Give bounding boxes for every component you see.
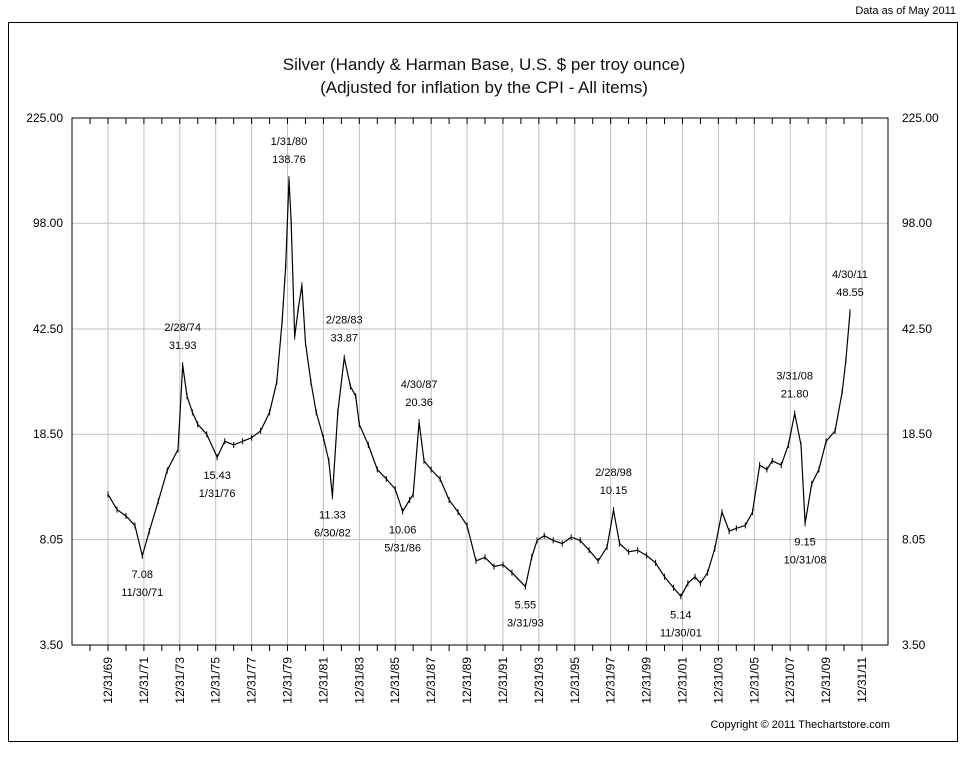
annotation-date: 3/31/08 (776, 370, 813, 382)
annotation-date: 1/31/76 (199, 488, 236, 500)
annotation-date: 5/31/86 (384, 542, 421, 554)
x-tick-label: 12/31/09 (819, 657, 833, 704)
annotation-value: 10.15 (600, 485, 628, 497)
x-tick-label: 12/31/01 (675, 657, 689, 704)
annotation-value: 10.06 (389, 524, 417, 536)
y-tick-label-left: 225.00 (26, 111, 63, 125)
silver-price-line (107, 179, 851, 598)
annotation-value: 9.15 (794, 536, 815, 548)
y-tick-label-right: 3.50 (902, 638, 926, 652)
annotation-value: 7.08 (132, 569, 153, 581)
x-tick-label: 12/31/99 (640, 657, 654, 704)
annotation-value: 20.36 (405, 397, 433, 409)
y-tick-label-left: 98.00 (33, 216, 63, 230)
y-tick-label-left: 42.50 (33, 322, 63, 336)
annotation-date: 2/28/98 (595, 467, 632, 479)
x-tick-label: 12/31/91 (496, 657, 510, 704)
x-tick-label: 12/31/77 (245, 657, 259, 704)
annotation-date: 1/31/80 (271, 136, 308, 148)
x-tick-label: 12/31/95 (568, 657, 582, 704)
annotation-date: 2/28/83 (326, 315, 363, 327)
annotation-date: 6/30/82 (314, 527, 351, 539)
x-tick-label: 12/31/11 (855, 657, 869, 703)
annotation-date: 11/30/71 (121, 587, 163, 599)
chart-frame (8, 22, 958, 742)
annotation-date: 4/30/87 (401, 379, 438, 391)
x-tick-label: 12/31/81 (316, 657, 330, 704)
annotation-date: 11/30/01 (660, 627, 702, 639)
x-tick-label: 12/31/97 (604, 657, 618, 704)
x-tick-label: 12/31/79 (281, 657, 295, 704)
x-tick-label: 12/31/83 (352, 657, 366, 704)
x-tick-label: 12/31/73 (173, 657, 187, 704)
x-tick-label: 12/31/07 (783, 657, 797, 704)
x-tick-label: 12/31/05 (747, 657, 761, 704)
annotation-value: 15.43 (203, 470, 231, 482)
y-tick-label-right: 42.50 (902, 322, 932, 336)
x-tick-label: 12/31/93 (532, 657, 546, 704)
y-tick-label-right: 18.50 (902, 427, 932, 441)
x-tick-label: 12/31/03 (711, 657, 725, 704)
x-tick-label: 12/31/71 (137, 657, 151, 704)
y-tick-label-left: 3.50 (40, 638, 64, 652)
annotation-value: 48.55 (836, 287, 864, 299)
annotation-date: 3/31/93 (507, 618, 544, 630)
annotation-value: 5.14 (670, 609, 691, 621)
chart-subtitle: (Adjusted for inflation by the CPI - All… (320, 78, 648, 97)
plot-area-border (71, 117, 889, 646)
data-as-of-note: Data as of May 2011 (855, 5, 956, 17)
x-tick-label: 12/31/89 (460, 657, 474, 704)
chart-title: Silver (Handy & Harman Base, U.S. $ per … (282, 55, 686, 74)
y-tick-label-left: 8.05 (40, 533, 64, 547)
annotation-value: 31.93 (169, 340, 197, 352)
annotation-value: 21.80 (781, 388, 809, 400)
x-tick-label: 12/31/87 (424, 657, 438, 704)
annotation-date: 2/28/74 (164, 322, 201, 334)
copyright: Copyright © 2011 Thechartstore.com (710, 719, 890, 731)
y-tick-label-right: 8.05 (902, 533, 926, 547)
annotation-value: 11.33 (319, 509, 346, 521)
x-tick-label: 12/31/69 (101, 657, 115, 704)
y-tick-label-right: 225.00 (902, 111, 939, 125)
y-tick-label-right: 98.00 (902, 216, 932, 230)
annotation-date: 10/31/08 (784, 554, 827, 566)
x-tick-label: 12/31/75 (209, 657, 223, 704)
annotation-value: 138.76 (272, 154, 306, 166)
x-tick-label: 12/31/85 (388, 657, 402, 704)
annotation-value: 5.55 (515, 600, 536, 612)
annotation-value: 33.87 (330, 333, 358, 345)
annotation-date: 4/30/11 (832, 269, 868, 281)
y-tick-label-left: 18.50 (33, 427, 63, 441)
